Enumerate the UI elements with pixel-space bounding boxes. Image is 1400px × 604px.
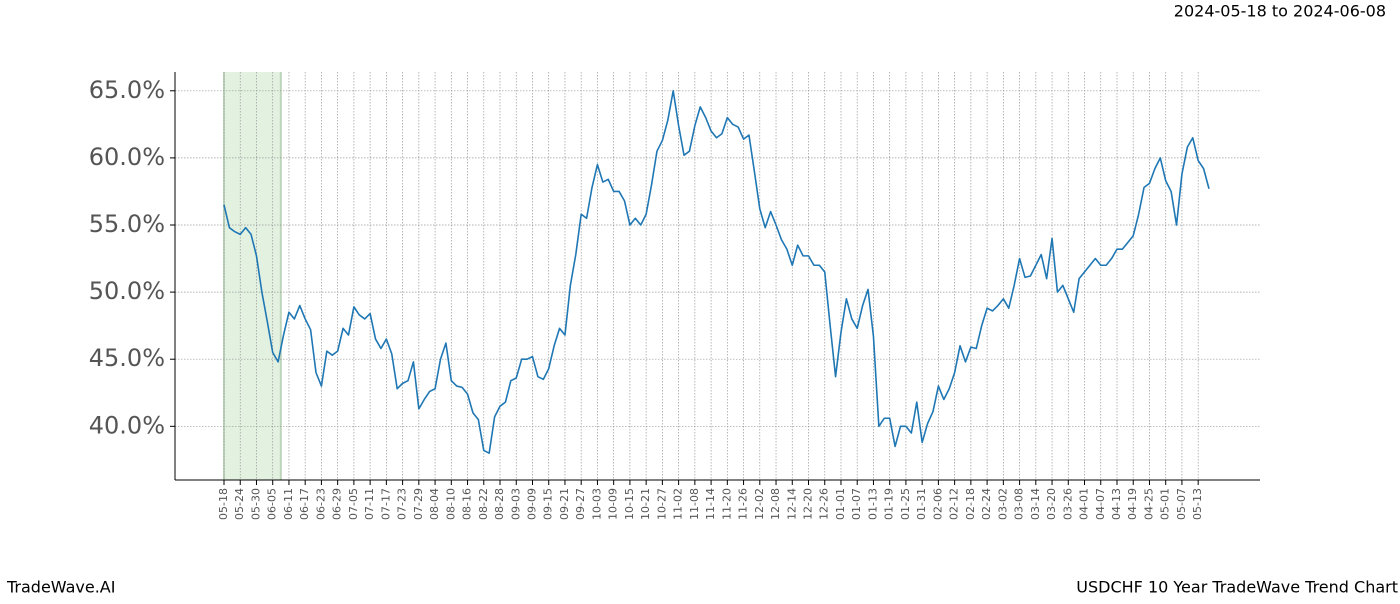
x-tick-label: 03-02	[996, 488, 1009, 520]
x-tick-label: 08-22	[477, 488, 490, 520]
x-tick-label: 11-08	[688, 488, 701, 520]
x-tick-label: 08-04	[428, 488, 441, 520]
chart-title: USDCHF 10 Year TradeWave Trend Chart	[1076, 578, 1398, 597]
x-tick-label: 07-17	[379, 488, 392, 520]
x-tick-label: 03-14	[1029, 488, 1042, 520]
x-tick-label: 02-18	[964, 488, 977, 520]
x-tick-label: 04-19	[1126, 488, 1139, 520]
x-tick-label: 03-08	[1013, 488, 1026, 520]
x-tick-label: 06-17	[298, 488, 311, 520]
y-tick-label: 65.0%	[89, 76, 165, 104]
x-tick-label: 05-13	[1191, 488, 1204, 520]
x-tick-label: 07-29	[412, 488, 425, 520]
y-tick-label: 50.0%	[89, 277, 165, 305]
x-tick-label: 05-07	[1175, 488, 1188, 520]
x-tick-label: 01-13	[866, 488, 879, 520]
y-tick-label: 45.0%	[89, 344, 165, 372]
x-tick-label: 09-27	[574, 488, 587, 520]
x-tick-label: 12-14	[785, 488, 798, 520]
x-tick-label: 04-07	[1094, 488, 1107, 520]
y-tick-label: 40.0%	[89, 411, 165, 439]
x-tick-label: 03-26	[1061, 488, 1074, 520]
x-tick-label: 11-14	[704, 488, 717, 520]
x-tick-label: 10-09	[607, 488, 620, 520]
brand: TradeWave.AI	[6, 578, 115, 597]
x-tick-label: 04-25	[1142, 488, 1155, 520]
x-tick-label: 11-26	[737, 488, 750, 520]
x-tick-label: 07-23	[396, 488, 409, 520]
x-tick-label: 05-30	[249, 488, 262, 520]
y-tick-label: 60.0%	[89, 143, 165, 171]
x-tick-label: 01-19	[883, 488, 896, 520]
x-tick-label: 07-05	[347, 488, 360, 520]
x-tick-label: 09-09	[525, 488, 538, 520]
x-tick-label: 06-05	[266, 488, 279, 520]
x-tick-label: 01-25	[899, 488, 912, 520]
x-tick-label: 06-29	[331, 488, 344, 520]
x-tick-label: 12-08	[769, 488, 782, 520]
x-tick-label: 05-01	[1159, 488, 1172, 520]
x-tick-label: 10-21	[639, 488, 652, 520]
x-tick-label: 11-02	[672, 488, 685, 520]
range-label: 2024-05-18 to 2024-06-08	[1174, 2, 1386, 21]
x-tick-label: 04-01	[1078, 488, 1091, 520]
x-tick-label: 05-24	[233, 488, 246, 520]
x-tick-label: 06-11	[282, 488, 295, 520]
x-tick-label: 10-27	[655, 488, 668, 520]
x-tick-label: 01-31	[915, 488, 928, 520]
x-tick-label: 12-26	[818, 488, 831, 520]
x-tick-label: 06-23	[314, 488, 327, 520]
x-tick-label: 09-03	[509, 488, 522, 520]
x-tick-label: 08-10	[444, 488, 457, 520]
x-tick-label: 08-16	[461, 488, 474, 520]
trend-line	[223, 89, 1210, 454]
x-tick-label: 02-12	[948, 488, 961, 520]
x-tick-label: 09-21	[558, 488, 571, 520]
y-tick-label: 55.0%	[89, 210, 165, 238]
x-tick-label: 11-20	[720, 488, 733, 520]
x-tick-label: 12-20	[802, 488, 815, 520]
x-tick-label: 05-18	[217, 488, 230, 520]
x-tick-label: 03-20	[1045, 488, 1058, 520]
x-tick-label: 02-24	[980, 488, 993, 520]
x-tick-label: 02-06	[931, 488, 944, 520]
x-tick-label: 10-03	[590, 488, 603, 520]
x-tick-label: 04-13	[1110, 488, 1123, 520]
x-tick-label: 01-07	[850, 488, 863, 520]
x-tick-label: 10-15	[623, 488, 636, 520]
x-tick-label: 01-01	[834, 488, 847, 520]
x-tick-label: 09-15	[542, 488, 555, 520]
x-tick-label: 12-02	[753, 488, 766, 520]
x-tick-label: 07-11	[363, 488, 376, 520]
x-tick-label: 08-28	[493, 488, 506, 520]
highlight-band	[224, 72, 281, 480]
